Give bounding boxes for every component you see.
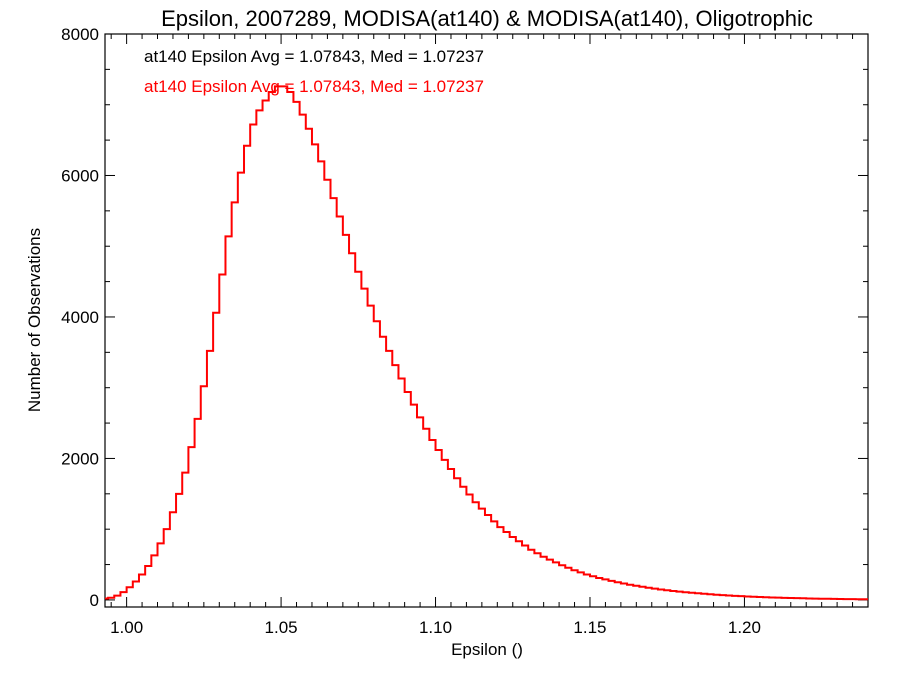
plot-frame [104,33,869,608]
y-tick-label: 2000 [61,449,99,468]
y-tick-label: 4000 [61,308,99,327]
x-tick-label: 1.10 [419,618,452,637]
y-tick-label: 0 [90,591,99,610]
x-tick-label: 1.15 [573,618,606,637]
annotation-black: at140 Epsilon Avg = 1.07843, Med = 1.072… [144,47,484,66]
x-tick-label: 1.20 [728,618,761,637]
series-line [105,85,868,601]
y-axis-label: Number of Observations [25,228,44,412]
annotation-red: at140 Epsilon Avg = 1.07843, Med = 1.072… [144,77,484,96]
x-axis-label: Epsilon () [451,640,523,659]
x-tick-label: 1.05 [265,618,298,637]
y-tick-label: 6000 [61,166,99,185]
y-tick-label: 8000 [61,25,99,44]
chart-title: Epsilon, 2007289, MODISA(at140) & MODISA… [161,6,813,31]
x-tick-label: 1.00 [110,618,143,637]
plot-area: 1.00 1.05 1.10 1.15 1.20 0 2000 4000 6000 8000 [61,25,869,637]
